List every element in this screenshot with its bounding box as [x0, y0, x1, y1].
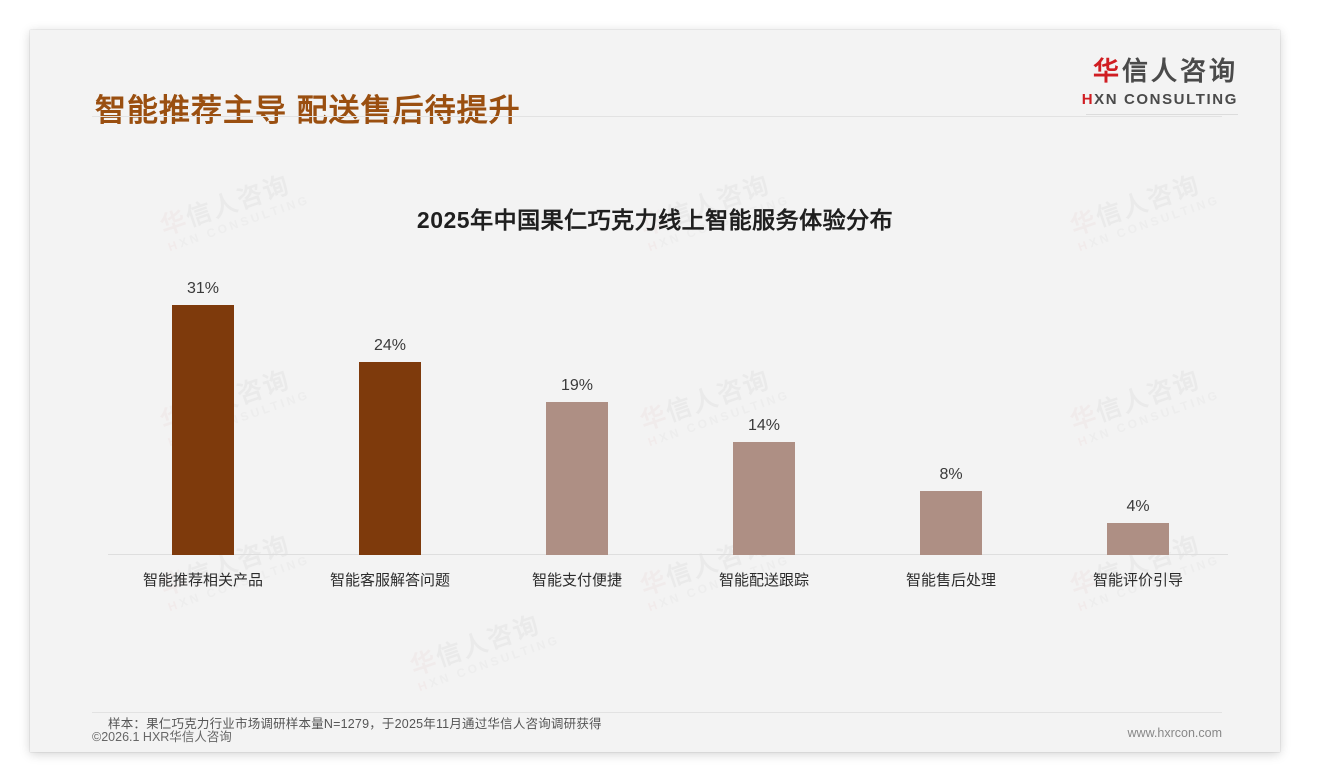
bar-group[interactable]: 19% 智能支付便捷	[482, 273, 672, 589]
bar-value-label: 8%	[939, 465, 963, 483]
slide-header: 智能推荐主导 配送售后待提升 华信人咨询 HXN CONSULTING	[30, 30, 1280, 128]
bar-chart-plot: 31% 智能推荐相关产品 24% 智能客服解答问题 19% 智能支付便捷 14%	[78, 278, 1238, 608]
bar-category-label: 智能配送跟踪	[718, 572, 810, 589]
bar-group[interactable]: 4% 智能评价引导	[1043, 273, 1233, 589]
logo-en-rest: XN CONSULTING	[1094, 91, 1238, 108]
website-url[interactable]: www.hxrcon.com	[1127, 726, 1222, 740]
chart-title: 2025年中国果仁巧克力线上智能服务体验分布	[416, 207, 894, 233]
logo-accent-char: 华	[1092, 56, 1122, 86]
slide-card: 华信人咨询 HXN CONSULTING 华信人咨询 HXN CONSULTIN…	[30, 30, 1280, 752]
logo-underline	[1086, 114, 1238, 115]
bar-category-label: 智能推荐相关产品	[142, 572, 264, 589]
chart-area: 2025年中国果仁巧克力线上智能服务体验分布 31% 智能推荐相关产品 24% …	[30, 128, 1280, 698]
bar-group[interactable]: 24% 智能客服解答问题	[295, 273, 485, 589]
bar-group[interactable]: 8% 智能售后处理	[856, 273, 1046, 589]
page-title: 智能推荐主导 配送售后待提升	[95, 93, 521, 128]
bar[interactable]: 8%	[920, 466, 982, 555]
bar[interactable]: 14%	[733, 417, 795, 555]
bar[interactable]: 4%	[1107, 498, 1169, 555]
bar-value-label: 19%	[560, 376, 594, 394]
logo-en-accent-char: H	[1081, 91, 1095, 108]
logo-name-rest: 信人咨询	[1121, 56, 1238, 86]
bar-group[interactable]: 14% 智能配送跟踪	[669, 273, 859, 589]
header-divider	[92, 116, 1222, 117]
company-logo: 华信人咨询 HXN CONSULTING	[1082, 58, 1238, 115]
slide-footer: ©2026.1 HXR华信人咨询 www.hxrcon.com	[30, 720, 1280, 752]
bar[interactable]: 19%	[546, 377, 608, 555]
bar-value-label: 4%	[1126, 497, 1150, 515]
source-note: 样本：果仁巧克力行业市场调研样本量N=1279，于2025年11月通过华信人咨询…	[108, 717, 602, 731]
bar[interactable]: 24%	[359, 337, 421, 555]
chart-baseline	[108, 554, 1228, 555]
bar-category-label: 智能支付便捷	[531, 572, 623, 589]
bar-value-label: 31%	[186, 280, 220, 298]
bar-group[interactable]: 31% 智能推荐相关产品	[108, 273, 298, 589]
bar-value-label: 14%	[747, 417, 781, 435]
bar-category-label: 智能评价引导	[1092, 572, 1184, 589]
bar-category-label: 智能售后处理	[905, 572, 997, 589]
bar-category-label: 智能客服解答问题	[329, 572, 451, 589]
bar[interactable]: 31%	[172, 280, 234, 555]
logo-chinese-name: 华信人咨询	[1082, 58, 1238, 84]
footer-divider	[92, 712, 1222, 713]
copyright-text: ©2026.1 HXR华信人咨询	[92, 730, 232, 744]
bar-value-label: 24%	[373, 336, 407, 354]
logo-english-name: HXN CONSULTING	[1082, 92, 1238, 107]
